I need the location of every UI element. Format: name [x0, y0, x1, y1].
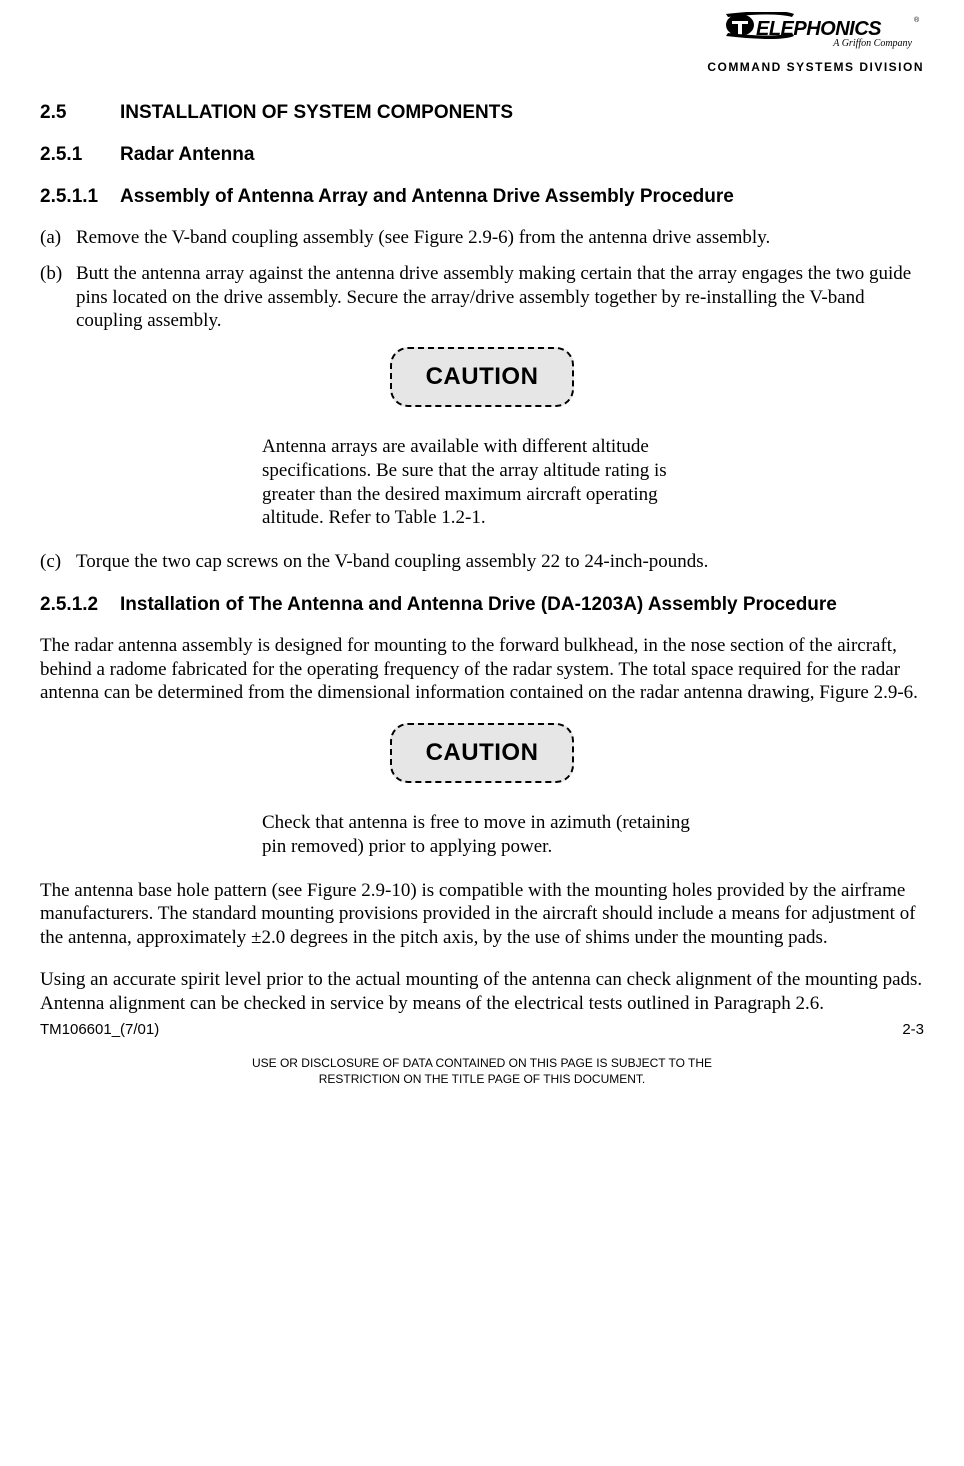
heading-2-5-1: 2.5.1 Radar Antenna	[40, 144, 924, 166]
disclosure-text: USE OR DISCLOSURE OF DATA CONTAINED ON T…	[40, 1056, 924, 1087]
division-label: COMMAND SYSTEMS DIVISION	[707, 60, 924, 74]
heading-2-5: 2.5 INSTALLATION OF SYSTEM COMPONENTS	[40, 102, 924, 124]
list-item-b: (b) Butt the antenna array against the a…	[40, 262, 924, 333]
caution-note-2: Check that antenna is free to move in az…	[262, 811, 702, 859]
disclosure-line-2: RESTRICTION ON THE TITLE PAGE OF THIS DO…	[40, 1072, 924, 1088]
paragraph-1: The radar antenna assembly is designed f…	[40, 634, 924, 705]
logo-block: ELEPHONICS ® A Griffon Company COMMAND S…	[707, 12, 924, 74]
caution-label: CAUTION	[390, 347, 575, 407]
disclosure-line-1: USE OR DISCLOSURE OF DATA CONTAINED ON T…	[40, 1056, 924, 1072]
heading-title: Installation of The Antenna and Antenna …	[120, 594, 837, 616]
heading-number: 2.5.1.1	[40, 186, 120, 208]
heading-2-5-1-1: 2.5.1.1 Assembly of Antenna Array and An…	[40, 186, 924, 208]
list-text: Torque the two cap screws on the V-band …	[76, 550, 708, 574]
list-marker: (a)	[40, 226, 76, 250]
list-item-a: (a) Remove the V-band coupling assembly …	[40, 226, 924, 250]
heading-number: 2.5	[40, 102, 120, 124]
caution-block-2: CAUTION	[40, 723, 924, 783]
page-number: 2-3	[902, 1021, 924, 1038]
list-marker: (b)	[40, 262, 76, 333]
doc-id: TM106601_(7/01)	[40, 1021, 159, 1038]
list-item-c: (c) Torque the two cap screws on the V-b…	[40, 550, 924, 574]
paragraph-2: The antenna base hole pattern (see Figur…	[40, 879, 924, 950]
list-text: Butt the antenna array against the anten…	[76, 262, 924, 333]
heading-number: 2.5.1	[40, 144, 120, 166]
caution-note-1: Antenna arrays are available with differ…	[262, 435, 702, 530]
caution-label: CAUTION	[390, 723, 575, 783]
svg-text:ELEPHONICS: ELEPHONICS	[756, 18, 882, 40]
footer-row: TM106601_(7/01) 2-3	[40, 1021, 924, 1038]
heading-title: Assembly of Antenna Array and Antenna Dr…	[120, 186, 734, 208]
caution-block-1: CAUTION	[40, 347, 924, 407]
page-header: ELEPHONICS ® A Griffon Company COMMAND S…	[40, 12, 924, 74]
telephonics-logo-icon: ELEPHONICS ® A Griffon Company	[724, 12, 924, 58]
heading-title: INSTALLATION OF SYSTEM COMPONENTS	[120, 102, 513, 124]
list-marker: (c)	[40, 550, 76, 574]
heading-title: Radar Antenna	[120, 144, 254, 166]
heading-2-5-1-2: 2.5.1.2 Installation of The Antenna and …	[40, 594, 924, 616]
paragraph-3: Using an accurate spirit level prior to …	[40, 968, 924, 1016]
svg-text:®: ®	[914, 16, 920, 24]
list-text: Remove the V-band coupling assembly (see…	[76, 226, 770, 250]
svg-text:A Griffon Company: A Griffon Company	[832, 38, 912, 49]
heading-number: 2.5.1.2	[40, 594, 120, 616]
